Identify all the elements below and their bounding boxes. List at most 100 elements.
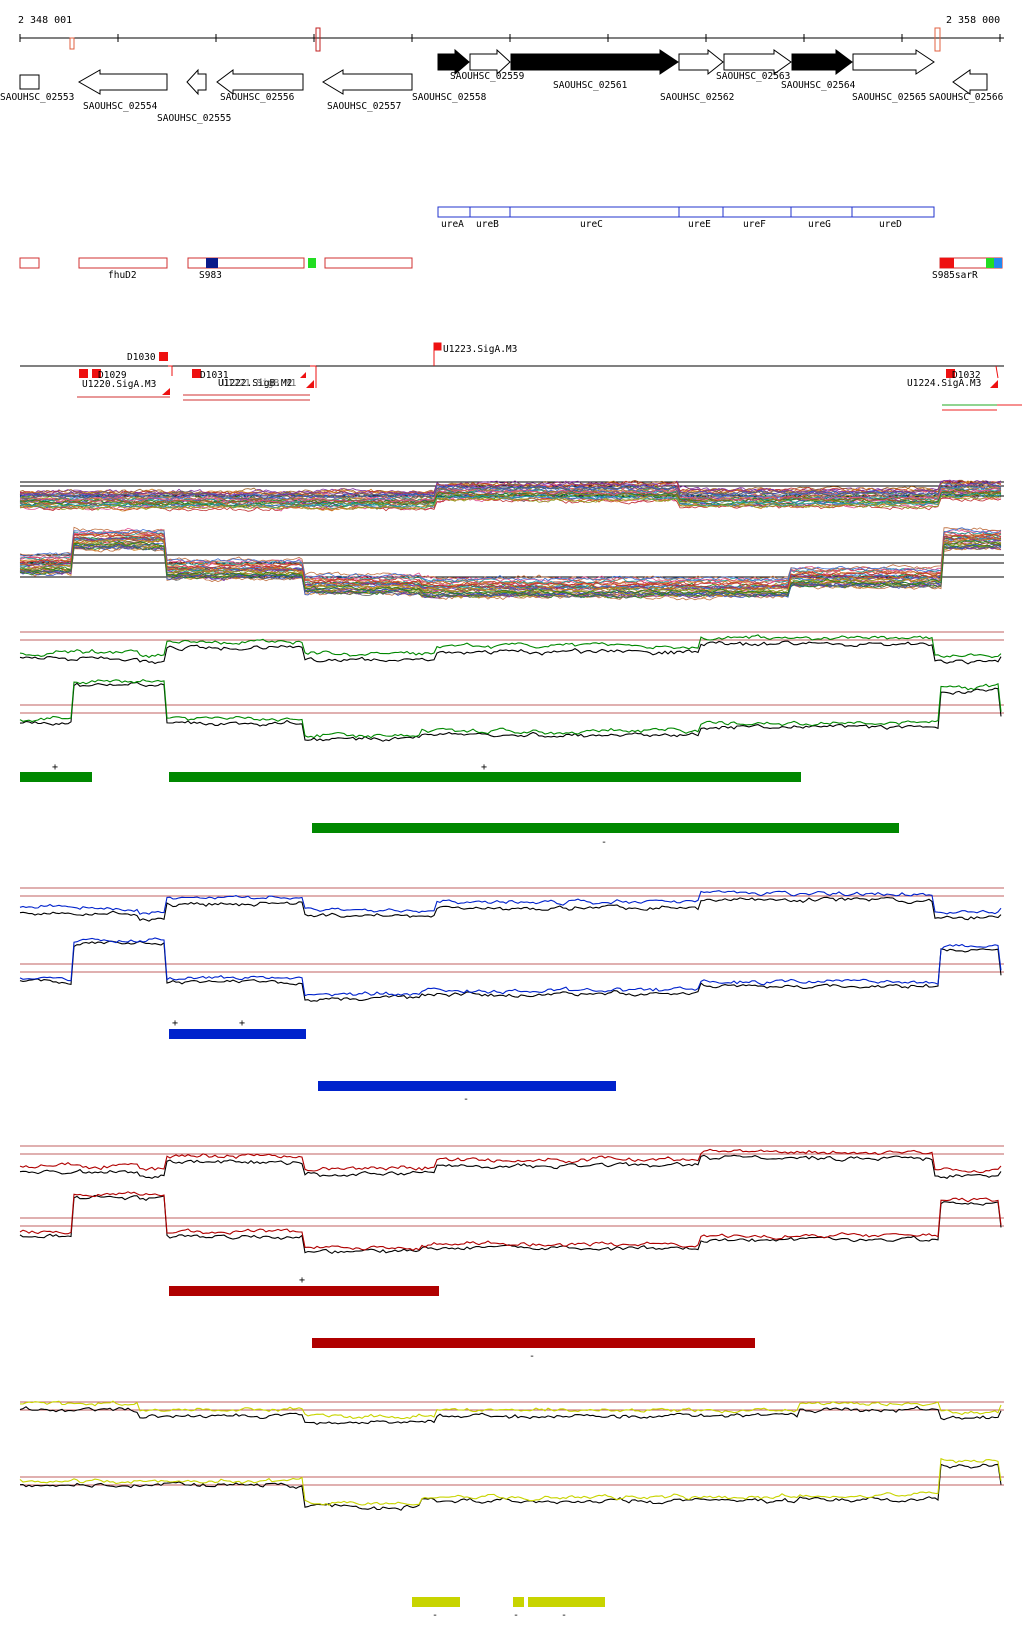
feature-box[interactable] xyxy=(324,257,413,269)
promoter-flag[interactable] xyxy=(306,380,314,388)
operon-gene-ureF[interactable]: ureF xyxy=(722,206,792,230)
gene-label: SAOUHSC_02558 xyxy=(412,92,487,103)
strand-minus-mark: - xyxy=(561,1610,567,1621)
feature-box-fhuD2[interactable] xyxy=(78,257,168,269)
operon-gene-ureA[interactable]: ureA xyxy=(437,206,471,230)
segment-bar-red-plus[interactable] xyxy=(169,1286,439,1296)
gene-SAOUHSC_02563[interactable]: SAOUHSC_02563 xyxy=(716,49,792,82)
expression-profiles-all-conditions xyxy=(19,479,1004,601)
gene-label: SAOUHSC_02554 xyxy=(83,101,158,112)
operon-gene-ureB[interactable]: ureB xyxy=(469,206,511,230)
expression-track-blue xyxy=(19,887,1004,1002)
promoter-label-D1030: D1030 xyxy=(127,352,156,363)
svg-text:ureA: ureA xyxy=(441,219,464,230)
gene-label: SAOUHSC_02561 xyxy=(553,80,628,91)
svg-text:ureE: ureE xyxy=(688,219,711,230)
promoter-label-U1220: U1220.SigA.M3 xyxy=(82,379,156,390)
segment-bar-blue-minus[interactable] xyxy=(318,1081,616,1091)
segment-bar-red-minus[interactable] xyxy=(312,1338,755,1348)
promoter-track: D1030 D1029 U1220.SigA.M3 D1031 U1222.Si… xyxy=(20,342,1022,411)
segment-bar-yellow-minus[interactable] xyxy=(412,1597,460,1607)
promoter-label-U1223: U1223.SigA.M3 xyxy=(443,344,517,355)
promoter-flag[interactable] xyxy=(168,365,173,376)
expression-track-green xyxy=(19,631,1004,742)
feature-track: fhuD2 S983 S985sarR xyxy=(19,257,1003,281)
segment-bar-yellow-minus[interactable] xyxy=(513,1597,524,1607)
gene-SAOUHSC_02559[interactable]: SAOUHSC_02559 xyxy=(450,48,525,82)
promoter-marker[interactable] xyxy=(159,352,168,361)
strand-plus-mark: + xyxy=(239,1018,245,1029)
segment-bar-green-plus[interactable] xyxy=(169,772,801,782)
segment-bar-blue-plus[interactable] xyxy=(169,1029,306,1039)
gene-track: SAOUHSC_02553 SAOUHSC_02554 SAOUHSC_0255… xyxy=(0,48,1004,124)
promoter-flag-U1223[interactable] xyxy=(433,342,442,366)
feature-label-S983: S983 xyxy=(199,270,222,281)
promoter-marker[interactable] xyxy=(79,369,88,378)
feature-box[interactable] xyxy=(19,257,40,269)
gene-SAOUHSC_02564[interactable]: SAOUHSC_02564 xyxy=(781,49,856,91)
strand-minus-mark: - xyxy=(513,1610,519,1621)
strand-plus-mark: + xyxy=(299,1275,305,1286)
promoter-flag[interactable] xyxy=(300,372,306,378)
operon-gene-ureC[interactable]: ureC xyxy=(509,206,680,230)
gene-SAOUHSC_02558[interactable]: SAOUHSC_02558 xyxy=(412,48,487,103)
expression-tracks xyxy=(19,479,1004,1511)
expression-track-yellow xyxy=(19,1400,1004,1511)
svg-text:ureD: ureD xyxy=(879,219,902,230)
feature-S985sarR[interactable] xyxy=(939,257,1003,269)
promoter-flag[interactable] xyxy=(162,388,170,395)
feature-label-S985sarR: S985sarR xyxy=(932,270,978,281)
promoter-label-D1032: D1032 xyxy=(952,370,981,381)
segment-bar-yellow-minus[interactable] xyxy=(528,1597,605,1607)
promoter-label-D1031: D1031 xyxy=(200,370,229,381)
expression-track-red xyxy=(19,1145,1004,1255)
operon-gene-ureG[interactable]: ureG xyxy=(790,206,853,230)
gene-SAOUHSC_02566[interactable]: SAOUHSC_02566 xyxy=(929,69,1004,103)
gene-label: SAOUHSC_02565 xyxy=(852,92,926,103)
gene-SAOUHSC_02553[interactable]: SAOUHSC_02553 xyxy=(0,74,74,103)
gene-label: SAOUHSC_02566 xyxy=(929,92,1004,103)
gene-label: SAOUHSC_02557 xyxy=(327,101,401,112)
gene-label: SAOUHSC_02559 xyxy=(450,71,525,82)
feature-green-box[interactable] xyxy=(308,258,316,268)
ruler-end-label: 2 358 000 xyxy=(946,15,1000,26)
gene-SAOUHSC_02555[interactable]: SAOUHSC_02555 xyxy=(157,68,231,124)
feature-S983-marker xyxy=(206,258,218,268)
svg-text:ureB: ureB xyxy=(476,219,499,230)
strand-minus-mark: - xyxy=(601,837,607,848)
strand-plus-mark: + xyxy=(172,1018,178,1029)
strand-plus-mark: + xyxy=(481,762,487,773)
strand-minus-mark: - xyxy=(529,1351,535,1362)
promoter-marker[interactable] xyxy=(192,369,201,378)
operon-gene-ureD[interactable]: ureD xyxy=(851,206,935,230)
segment-bar-green-minus[interactable] xyxy=(312,823,899,833)
segment-bar-green-plus[interactable] xyxy=(20,772,92,782)
gene-label: SAOUHSC_02564 xyxy=(781,80,856,91)
gene-label: SAOUHSC_02563 xyxy=(716,71,790,82)
coordinate-ruler: 2 348 001 2 358 000 xyxy=(18,15,1004,52)
ruler-marker xyxy=(315,27,321,52)
gene-SAOUHSC_02565[interactable]: SAOUHSC_02565 xyxy=(852,49,935,103)
gene-SAOUHSC_02557[interactable]: SAOUHSC_02557 xyxy=(322,69,413,112)
strand-plus-mark: + xyxy=(52,762,58,773)
feature-box-S983[interactable] xyxy=(187,257,305,269)
ruler-marker xyxy=(934,27,941,52)
gene-label: SAOUHSC_02553 xyxy=(0,92,74,103)
ruler-start-label: 2 348 001 xyxy=(18,15,72,26)
promoter-label-D1029: D1029 xyxy=(98,370,127,381)
gene-SAOUHSC_02562[interactable]: SAOUHSC_02562 xyxy=(660,48,734,103)
gene-label: SAOUHSC_02562 xyxy=(660,92,734,103)
gene-label: SAOUHSC_02555 xyxy=(157,113,231,124)
strand-minus-mark: - xyxy=(463,1094,469,1105)
promoter-marker[interactable] xyxy=(92,369,101,378)
gene-SAOUHSC_02561[interactable]: SAOUHSC_02561 xyxy=(510,49,679,91)
gene-SAOUHSC_02554[interactable]: SAOUHSC_02554 xyxy=(77,69,168,112)
strand-minus-mark: - xyxy=(432,1610,438,1621)
gene-SAOUHSC_02556[interactable]: SAOUHSC_02556 xyxy=(216,69,304,103)
promoter-marker[interactable] xyxy=(946,369,955,378)
segment-bars: + + - + + - + - - - - xyxy=(20,762,899,1621)
promoter-flag[interactable] xyxy=(990,380,998,388)
svg-text:ureG: ureG xyxy=(808,219,831,230)
operon-gene-ureE[interactable]: ureE xyxy=(678,206,724,230)
